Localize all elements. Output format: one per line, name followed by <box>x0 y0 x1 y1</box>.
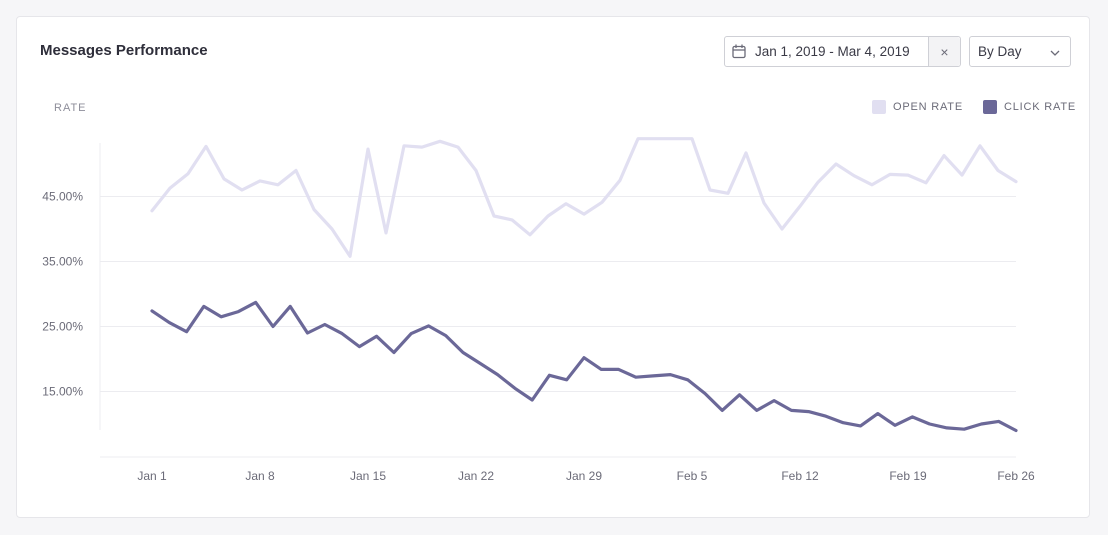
series-layer <box>150 137 1018 433</box>
granularity-value: By Day <box>978 44 1022 59</box>
x-tick-label: Jan 1 <box>137 469 167 483</box>
x-tick-labels: Jan 1 Jan 8 Jan 15 Jan 22 Jan 29 Feb 5 Feb 12 F… <box>137 469 1035 483</box>
close-icon[interactable]: × <box>928 37 960 66</box>
grid-layer <box>99 143 1016 458</box>
date-range-value[interactable]: Jan 1, 2019 - Mar 4, 2019 <box>755 44 910 59</box>
x-tick-label: Feb 26 <box>997 469 1035 483</box>
legend-label-open-rate: OPEN RATE <box>893 101 963 113</box>
y-tick-label: 35.00% <box>42 255 83 269</box>
x-tick-label: Feb 5 <box>677 469 708 483</box>
x-tick-label: Jan 29 <box>566 469 602 483</box>
legend-swatch-click-rate <box>983 100 997 114</box>
x-tick-label: Jan 8 <box>245 469 275 483</box>
legend-click-rate[interactable]: CLICK RATE <box>983 100 1076 114</box>
legend-label-click-rate: CLICK RATE <box>1004 101 1076 113</box>
legend-swatch-open-rate <box>872 100 886 114</box>
x-tick-label: Feb 19 <box>889 469 927 483</box>
y-tick-label: 45.00% <box>42 190 83 204</box>
page-title: Messages Performance <box>40 42 208 59</box>
y-tick-labels: 45.00% 35.00% 25.00% 15.00% <box>42 190 83 399</box>
y-axis-title: RATE <box>54 102 87 114</box>
performance-card: Messages Performance Jan 1, 2019 - Mar 4… <box>16 16 1090 518</box>
y-tick-label: 15.00% <box>42 385 83 399</box>
x-tick-label: Jan 15 <box>350 469 386 483</box>
series-line-open-rate[interactable] <box>150 137 1018 258</box>
series-line-click-rate[interactable] <box>150 300 1018 433</box>
date-range-picker[interactable]: Jan 1, 2019 - Mar 4, 2019 × <box>724 36 961 67</box>
x-tick-label: Feb 12 <box>781 469 819 483</box>
calendar-icon[interactable] <box>725 37 753 66</box>
chevron-down-icon <box>1050 44 1060 59</box>
granularity-select[interactable]: By Day <box>969 36 1071 67</box>
legend-open-rate[interactable]: OPEN RATE <box>872 100 963 114</box>
y-tick-label: 25.00% <box>42 320 83 334</box>
x-tick-label: Jan 22 <box>458 469 494 483</box>
